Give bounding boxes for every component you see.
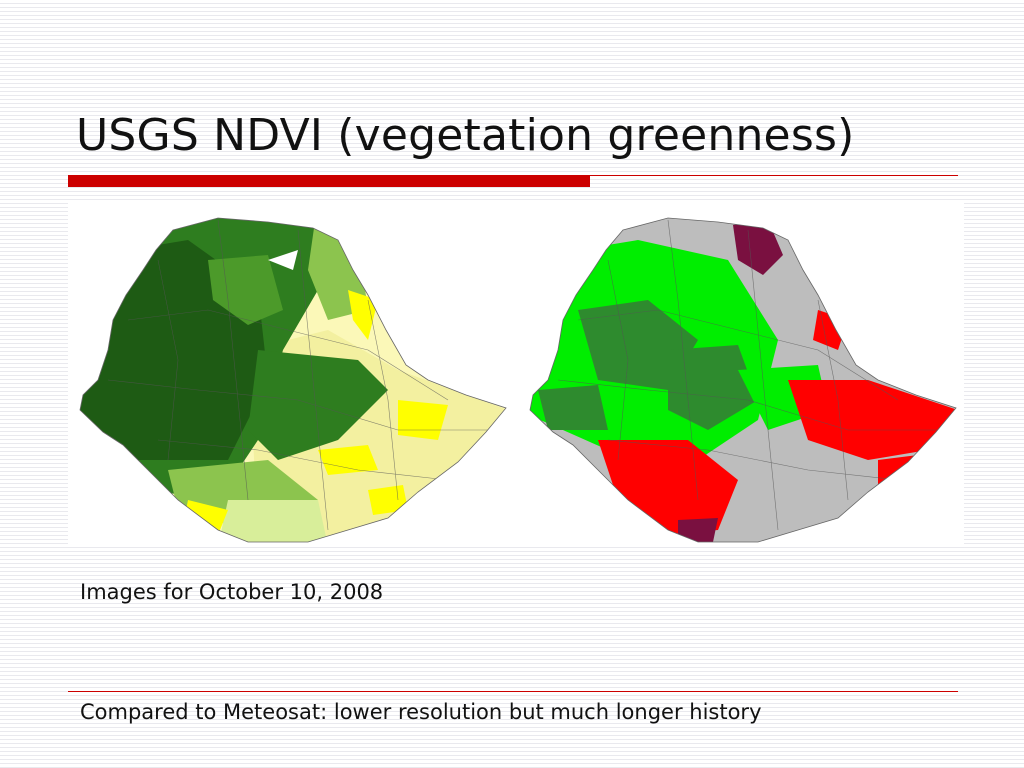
ndvi-anomaly-map-fill [530, 218, 956, 542]
maps-panel [68, 200, 964, 546]
ndvi-map-fill [80, 218, 506, 542]
ndvi-map-canvas [79, 217, 507, 543]
ndvi-anomaly-map-border [529, 217, 957, 543]
title-underline-line [590, 175, 958, 176]
ndvi-anomaly-map-canvas [529, 217, 957, 543]
slide-title: USGS NDVI (vegetation greenness) [76, 110, 855, 161]
title-underline-bar [68, 175, 590, 187]
footer-divider [68, 691, 958, 692]
ndvi-map-border [79, 217, 507, 543]
image-date-caption: Images for October 10, 2008 [80, 580, 384, 604]
ndvi-anomaly-map [518, 200, 964, 546]
ndvi-map [68, 200, 514, 546]
comparison-note: Compared to Meteosat: lower resolution b… [80, 700, 762, 724]
